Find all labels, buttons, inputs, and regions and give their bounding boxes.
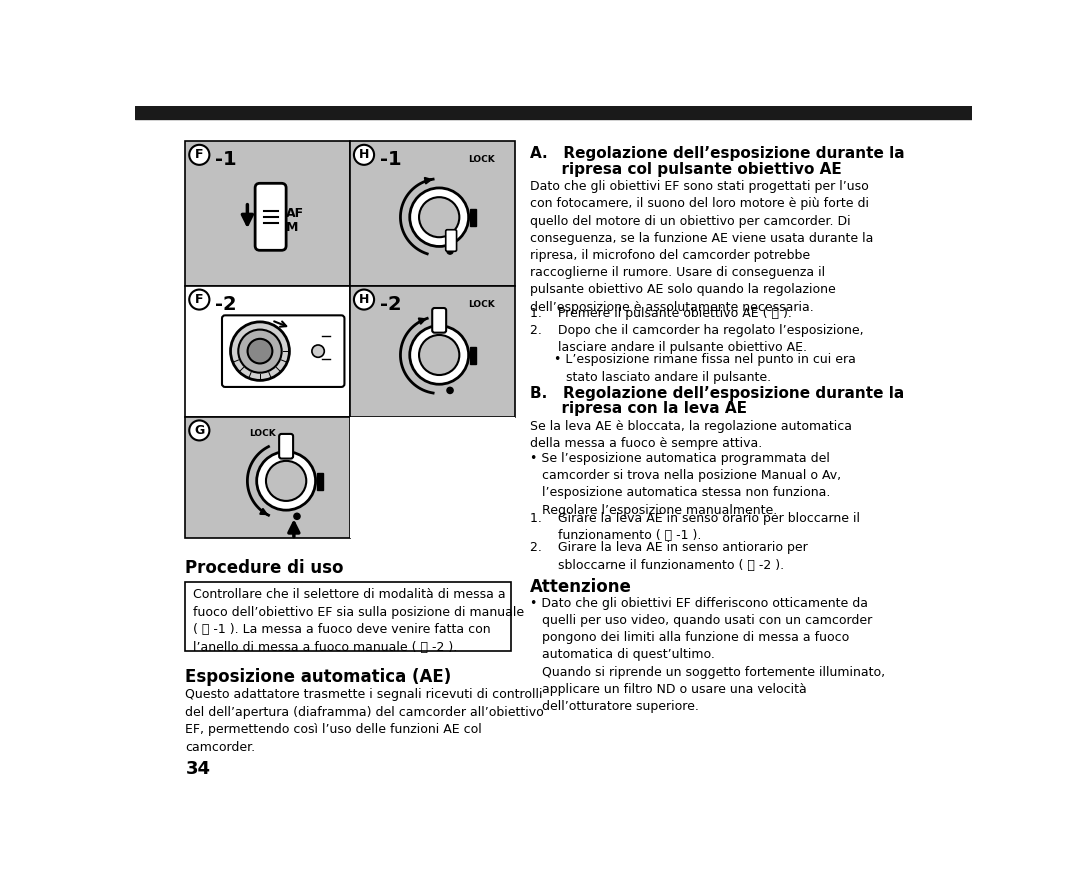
Text: LOCK: LOCK xyxy=(469,299,496,308)
Bar xyxy=(350,416,515,538)
Text: F: F xyxy=(195,148,203,161)
Text: 34: 34 xyxy=(186,759,211,778)
Text: Dato che gli obiettivi EF sono stati progettati per l’uso
con fotocamere, il suo: Dato che gli obiettivi EF sono stati pro… xyxy=(530,180,874,314)
Text: AF: AF xyxy=(286,206,305,220)
Text: Esposizione automatica (AE): Esposizione automatica (AE) xyxy=(186,668,451,687)
Text: B.   Regolazione dell’esposizione durante la: B. Regolazione dell’esposizione durante … xyxy=(530,385,905,400)
Text: 1.    Girare la leva AE in senso orario per bloccarne il
       funzionamento ( : 1. Girare la leva AE in senso orario per… xyxy=(530,512,861,542)
Bar xyxy=(350,141,515,285)
Circle shape xyxy=(354,144,374,165)
Circle shape xyxy=(266,461,307,501)
Bar xyxy=(135,106,972,119)
Text: -2: -2 xyxy=(379,295,401,314)
Text: 1.    Premere il pulsante obiettivo AE ( Ⓖ ).: 1. Premere il pulsante obiettivo AE ( Ⓖ … xyxy=(530,307,792,321)
FancyBboxPatch shape xyxy=(446,229,457,252)
Bar xyxy=(186,141,350,285)
Circle shape xyxy=(294,513,300,519)
Circle shape xyxy=(189,144,210,165)
Text: G: G xyxy=(194,424,204,437)
Text: LOCK: LOCK xyxy=(469,155,496,164)
Bar xyxy=(470,209,475,227)
Text: Questo adattatore trasmette i segnali ricevuti di controlli
del dell’apertura (d: Questo adattatore trasmette i segnali ri… xyxy=(186,688,544,754)
Text: • Se l’esposizione automatica programmata del
   camcorder si trova nella posizi: • Se l’esposizione automatica programmat… xyxy=(530,452,841,517)
FancyBboxPatch shape xyxy=(222,315,345,387)
Bar xyxy=(470,347,475,364)
Circle shape xyxy=(409,326,469,385)
Text: Procedure di uso: Procedure di uso xyxy=(186,559,343,577)
Circle shape xyxy=(447,387,454,393)
Text: A.   Regolazione dell’esposizione durante la: A. Regolazione dell’esposizione durante … xyxy=(530,146,905,161)
FancyBboxPatch shape xyxy=(432,308,446,332)
Text: -1: -1 xyxy=(379,151,401,169)
Text: Controllare che il selettore di modalità di messa a
fuoco dell’obiettivo EF sia : Controllare che il selettore di modalità… xyxy=(193,588,524,654)
FancyBboxPatch shape xyxy=(255,183,286,251)
Circle shape xyxy=(189,421,210,440)
Bar xyxy=(318,473,323,490)
Text: ripresa col pulsante obiettivo AE: ripresa col pulsante obiettivo AE xyxy=(530,162,842,177)
Text: ripresa con la leva AE: ripresa con la leva AE xyxy=(530,401,747,416)
Text: H: H xyxy=(359,293,369,306)
Circle shape xyxy=(189,290,210,309)
Circle shape xyxy=(409,188,469,246)
FancyBboxPatch shape xyxy=(279,434,293,459)
Circle shape xyxy=(419,335,459,375)
Text: Attenzione: Attenzione xyxy=(530,579,632,596)
Text: • Dato che gli obiettivi EF differiscono otticamente da
   quelli per uso video,: • Dato che gli obiettivi EF differiscono… xyxy=(530,597,886,713)
Circle shape xyxy=(239,330,282,373)
Text: 2.    Dopo che il camcorder ha regolato l’esposizione,
       lasciare andare il: 2. Dopo che il camcorder ha regolato l’e… xyxy=(530,324,864,354)
Text: -1: -1 xyxy=(215,151,237,169)
Bar xyxy=(350,285,515,416)
Text: F: F xyxy=(195,293,203,306)
Text: M: M xyxy=(286,222,298,235)
Circle shape xyxy=(354,290,374,309)
Text: Se la leva AE è bloccata, la regolazione automatica
della messa a fuoco è sempre: Se la leva AE è bloccata, la regolazione… xyxy=(530,420,852,450)
Bar xyxy=(186,285,350,416)
Circle shape xyxy=(419,198,459,237)
Text: H: H xyxy=(359,148,369,161)
Text: -2: -2 xyxy=(215,295,237,314)
Circle shape xyxy=(230,322,289,380)
Circle shape xyxy=(247,338,272,363)
Bar xyxy=(186,582,511,651)
Text: • L’esposizione rimane fissa nel punto in cui era
         stato lasciato andare: • L’esposizione rimane fissa nel punto i… xyxy=(530,354,856,384)
Bar xyxy=(186,416,350,538)
Text: LOCK: LOCK xyxy=(249,429,276,438)
Text: 2.    Girare la leva AE in senso antiorario per
       sbloccarne il funzionamen: 2. Girare la leva AE in senso antiorario… xyxy=(530,541,808,571)
Circle shape xyxy=(312,345,324,357)
Circle shape xyxy=(447,248,454,254)
Circle shape xyxy=(257,452,315,510)
